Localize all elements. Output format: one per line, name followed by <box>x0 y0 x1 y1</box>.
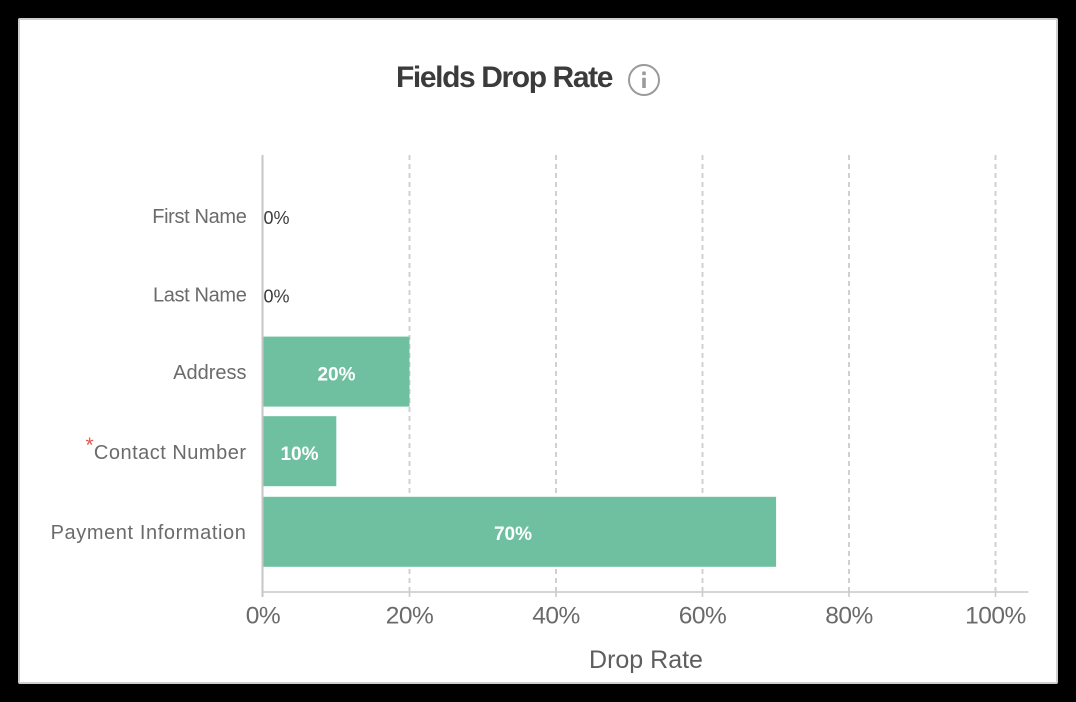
svg-text:Fields Drop Rate: Fields Drop Rate <box>396 61 613 94</box>
svg-text:60%: 60% <box>679 603 727 630</box>
svg-text:Address: Address <box>173 362 246 384</box>
svg-text:80%: 80% <box>825 603 873 630</box>
svg-text:20%: 20% <box>317 365 355 386</box>
svg-text:First Name: First Name <box>152 206 247 228</box>
svg-text:Contact Number: Contact Number <box>94 442 247 464</box>
svg-text:70%: 70% <box>494 524 532 545</box>
svg-text:20%: 20% <box>386 603 434 630</box>
svg-text:*: * <box>86 434 94 457</box>
svg-text:0%: 0% <box>264 287 290 307</box>
svg-text:Payment Information: Payment Information <box>51 522 247 544</box>
svg-text:40%: 40% <box>532 603 580 630</box>
svg-text:100%: 100% <box>965 603 1026 630</box>
svg-text:0%: 0% <box>264 208 290 228</box>
svg-text:10%: 10% <box>280 444 318 465</box>
svg-text:Drop Rate: Drop Rate <box>589 646 703 674</box>
svg-text:Last Name: Last Name <box>153 285 247 307</box>
svg-text:0%: 0% <box>246 603 280 630</box>
